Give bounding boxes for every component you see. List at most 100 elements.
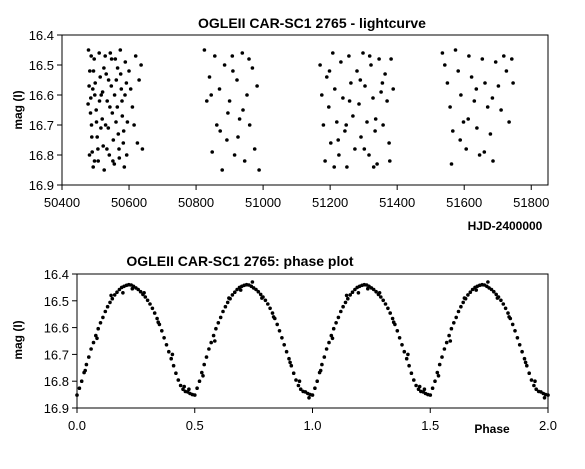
phase-plot-data-point [197, 379, 202, 384]
lightcurve-data-point [205, 99, 209, 103]
lightcurve-data-point [320, 93, 324, 97]
lightcurve-y-tick-label: 16.5 [29, 58, 54, 73]
lightcurve-data-point [345, 165, 349, 169]
phase-plot-data-point [353, 287, 357, 292]
lightcurve-data-point [96, 147, 100, 151]
lightcurve-data-point [207, 75, 212, 79]
lightcurve-data-point [97, 99, 102, 103]
lightcurve-data-point [88, 69, 92, 73]
lightcurve-data-point [351, 114, 355, 118]
lightcurve-data-point [96, 159, 100, 163]
lightcurve-data-point [385, 99, 389, 103]
phase-plot-y-tick-label: 16.9 [44, 401, 69, 416]
phase-plot-data-point [329, 333, 334, 338]
lightcurve-data-point [391, 87, 396, 91]
phase-plot-data-point [200, 370, 204, 375]
lightcurve-data-point [323, 159, 327, 163]
phase-plot-data-point [330, 336, 335, 341]
lightcurve-data-point [332, 165, 337, 169]
lightcurve-data-point [116, 132, 121, 136]
phase-plot-data-point [96, 326, 100, 331]
phase-plot-data-point [174, 371, 178, 376]
phase-plot-data-point [381, 298, 386, 303]
phase-plot-data-point [287, 356, 291, 361]
phase-plot-data-point [296, 383, 301, 388]
phase-plot-data-point [156, 320, 160, 325]
lightcurve-data-point [107, 153, 112, 157]
lightcurve-y-tick-label: 16.8 [29, 148, 54, 163]
phase-plot-data-point [397, 336, 402, 340]
phase-plot-data-point [366, 286, 370, 291]
lightcurve-data-point [371, 165, 376, 169]
phase-plot-data-point [343, 300, 348, 305]
phase-plot-data-point [109, 293, 113, 298]
phase-plot-data-point [523, 360, 528, 365]
lightcurve-data-point [114, 120, 118, 124]
phase-plot-data-point [150, 306, 155, 311]
lightcurve-data-point [217, 87, 222, 91]
lightcurve-data-point [108, 51, 113, 55]
lightcurve-data-point [373, 117, 378, 121]
lightcurve-data-point [241, 108, 245, 112]
phase-plot-data-point [506, 311, 510, 315]
phase-plot-data-point [532, 383, 536, 388]
lightcurve-data-point [89, 123, 94, 127]
phase-plot-data-point [402, 349, 407, 354]
lightcurve-data-point [133, 54, 138, 58]
phase-plot-data-point [108, 300, 112, 305]
phase-plot-data-point [214, 326, 218, 331]
phase-plot-data-point [152, 311, 157, 315]
phase-plot-data-point [374, 289, 378, 294]
phase-plot-data-point [542, 396, 547, 400]
phase-plot-data-point [145, 298, 150, 303]
phase-plot-data-point [182, 384, 186, 389]
lightcurve-data-point [383, 72, 387, 76]
phase-plot-data-point [213, 339, 217, 343]
phase-plot-data-point [136, 287, 140, 292]
lightcurve-data-point [469, 75, 474, 79]
lightcurve-data-point [92, 159, 97, 163]
phase-plot-data-point [275, 322, 280, 327]
lightcurve-data-point [466, 117, 471, 121]
lightcurve-data-point [488, 132, 493, 136]
phase-plot-data-point [103, 309, 108, 314]
lightcurve-data-point [122, 165, 127, 169]
lightcurve-data-point [209, 93, 213, 97]
lightcurve-data-point [240, 51, 245, 55]
lightcurve-data-point [496, 84, 501, 88]
lightcurve-data-point [250, 66, 255, 70]
phase-plot-data-point [117, 287, 122, 292]
lightcurve-data-point [112, 93, 117, 97]
phase-plot-data-point [417, 384, 422, 389]
phase-plot-data-point [400, 343, 404, 347]
phase-plot-data-point [77, 386, 82, 391]
lightcurve-data-point [367, 54, 372, 58]
lightcurve-title: OGLEII CAR-SC1 2765 - lightcurve [198, 15, 426, 31]
lightcurve-data-point [106, 126, 111, 130]
phase-plot-data-point [447, 333, 451, 338]
phase-plot-x-tick-label: 0.0 [68, 418, 86, 433]
phase-plot-data-point [288, 360, 292, 365]
lightcurve-data-point [91, 69, 96, 73]
lightcurve-data-point [100, 117, 104, 121]
phase-plot-data-point [356, 291, 361, 295]
phase-plot-data-point [315, 379, 320, 384]
lightcurve-data-point [440, 51, 445, 55]
phase-plot-data-point [409, 371, 414, 376]
lightcurve-data-point [237, 117, 242, 121]
lightcurve-data-point [213, 54, 217, 58]
lightcurve-data-point [336, 138, 341, 142]
lightcurve-data-point [325, 75, 329, 79]
phase-plot-data-point [320, 362, 324, 367]
phase-plot-data-point [162, 336, 166, 340]
phase-plot-data-point [284, 349, 289, 354]
phase-plot-data-point [138, 289, 143, 294]
phase-plot-data-point [466, 293, 470, 297]
lightcurve-data-point [93, 93, 97, 97]
phase-plot-data-point [221, 309, 225, 314]
lightcurve-data-point [242, 159, 247, 163]
phase-plot-data-point [529, 378, 534, 382]
lightcurve-data-point [358, 78, 363, 82]
lightcurve-plot-frame [61, 34, 549, 186]
